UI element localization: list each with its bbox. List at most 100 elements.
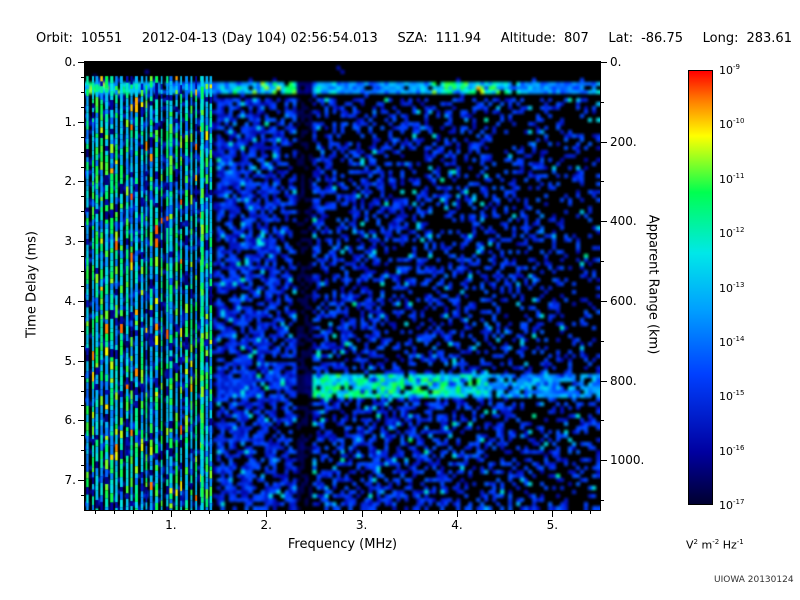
sza-value: 111.94 bbox=[435, 31, 482, 46]
y-tick-minor-right bbox=[601, 340, 604, 342]
x-tick-major bbox=[552, 511, 554, 517]
latitude-value: -86.75 bbox=[641, 31, 684, 46]
x-tick-minor bbox=[399, 511, 401, 514]
x-tick-label: 4. bbox=[451, 518, 463, 532]
x-tick-minor bbox=[94, 511, 96, 514]
x-tick-minor bbox=[476, 511, 478, 514]
x-tick-minor bbox=[533, 511, 535, 514]
y-tick-major-left bbox=[78, 300, 84, 302]
y-tick-minor-left bbox=[81, 106, 84, 108]
x-tick-minor bbox=[304, 511, 306, 514]
x-tick-minor bbox=[342, 511, 344, 514]
x-tick-major bbox=[361, 511, 363, 517]
header-info: Orbit: 10551 2012-04-13 (Day 104) 02:56:5… bbox=[36, 31, 792, 46]
colorbar-tick-label: 10-11 bbox=[719, 171, 745, 186]
y-tick-minor-left bbox=[81, 330, 84, 332]
y-tick-minor-left bbox=[81, 271, 84, 273]
colorbar bbox=[688, 70, 713, 505]
y-tick-minor-left bbox=[81, 136, 84, 138]
y-tick-minor-left bbox=[81, 405, 84, 407]
y-tick-minor-left bbox=[81, 435, 84, 437]
y-tick-minor-left bbox=[81, 76, 84, 78]
y-tick-label-left: 2. bbox=[64, 174, 76, 189]
y-tick-major-right bbox=[601, 380, 607, 382]
credit-text: UIOWA 20130124 bbox=[714, 575, 794, 585]
x-tick-label: 1. bbox=[165, 518, 177, 532]
y-tick-minor-left bbox=[81, 196, 84, 198]
y-tick-major-right bbox=[601, 460, 607, 462]
y-tick-minor-left bbox=[81, 465, 84, 467]
sza-field: SZA: 111.94 bbox=[397, 31, 481, 46]
colorbar-tick-label: 10-14 bbox=[719, 335, 745, 349]
x-tick-minor bbox=[323, 511, 325, 514]
x-tick-major bbox=[266, 511, 268, 517]
y-tick-major-right bbox=[601, 62, 607, 63]
y-tick-label-left: 1. bbox=[64, 114, 76, 129]
x-tick-major bbox=[170, 511, 172, 517]
y-tick-major-left bbox=[78, 62, 84, 63]
x-tick-minor bbox=[590, 511, 592, 514]
x-tick-label: 5. bbox=[546, 518, 559, 532]
y-axis-label-right: Apparent Range (km) bbox=[645, 214, 661, 355]
colorbar-tick-label: 10-9 bbox=[719, 63, 740, 77]
y-tick-minor-left bbox=[81, 450, 84, 452]
x-tick-minor bbox=[113, 511, 115, 514]
y-tick-minor-right bbox=[601, 420, 604, 422]
latitude-field: Lat: -86.75 bbox=[608, 31, 683, 46]
y-tick-minor-left bbox=[81, 151, 84, 153]
altitude-label: Altitude: bbox=[500, 31, 556, 46]
x-tick-minor bbox=[189, 511, 191, 514]
y-tick-minor-right bbox=[601, 500, 604, 502]
colorbar-tick-label: 10-10 bbox=[719, 117, 745, 132]
y-tick-minor-left bbox=[81, 390, 84, 392]
colorbar-tick-label: 10-16 bbox=[719, 443, 745, 458]
orbit-field: Orbit: 10551 bbox=[36, 31, 122, 46]
y-tick-minor-right bbox=[601, 261, 604, 263]
orbit-label: Orbit: bbox=[36, 31, 73, 46]
x-tick-minor bbox=[151, 511, 153, 514]
x-tick-minor bbox=[437, 511, 439, 514]
x-tick-minor bbox=[247, 511, 249, 514]
y-tick-major-left bbox=[78, 480, 84, 482]
x-tick-minor bbox=[208, 511, 210, 514]
y-tick-minor-left bbox=[81, 375, 84, 377]
y-tick-label-right: 600. bbox=[610, 293, 637, 308]
y-tick-label-left: 3. bbox=[64, 234, 76, 249]
y-tick-minor-right bbox=[601, 181, 604, 183]
x-tick-minor bbox=[514, 511, 516, 514]
x-tick-label: 3. bbox=[355, 518, 368, 532]
x-tick-label: 2. bbox=[260, 518, 272, 532]
y-tick-minor-left bbox=[81, 166, 84, 168]
y-tick-minor-left bbox=[81, 315, 84, 317]
y-tick-minor-left bbox=[81, 495, 84, 497]
y-tick-label-left: 4. bbox=[64, 293, 76, 308]
y-tick-label-right: 0. bbox=[610, 55, 622, 69]
altitude-value: 807 bbox=[563, 31, 589, 46]
colorbar-tick-label: 10-15 bbox=[719, 389, 745, 404]
y-tick-major-left bbox=[78, 420, 84, 422]
y-tick-major-left bbox=[78, 121, 84, 123]
y-tick-label-left: 7. bbox=[64, 473, 76, 488]
spectrogram-canvas bbox=[85, 62, 600, 510]
colorbar-tick-label: 10-13 bbox=[719, 280, 745, 295]
x-tick-minor bbox=[380, 511, 382, 514]
x-axis-label: Frequency (MHz) bbox=[287, 537, 398, 552]
longitude-value: 283.61 bbox=[746, 31, 792, 46]
y-tick-minor-left bbox=[81, 256, 84, 258]
y-tick-minor-left bbox=[81, 286, 84, 287]
y-tick-major-left bbox=[78, 241, 84, 243]
longitude-field: Long: 283.61 bbox=[703, 31, 792, 46]
longitude-label: Long: bbox=[702, 31, 739, 46]
y-tick-label-left: 0. bbox=[64, 55, 76, 69]
orbit-value: 10551 bbox=[80, 31, 123, 46]
x-tick-minor bbox=[495, 511, 497, 514]
x-tick-minor bbox=[418, 511, 420, 514]
y-tick-major-left bbox=[78, 181, 84, 183]
altitude-field: Altitude: 807 bbox=[501, 31, 589, 46]
y-tick-major-right bbox=[601, 300, 607, 302]
y-tick-label-right: 800. bbox=[610, 373, 637, 388]
x-tick-minor bbox=[285, 511, 287, 514]
colorbar-unit-label: V2 m-2 Hz-1 bbox=[686, 538, 744, 552]
latitude-label: Lat: bbox=[608, 31, 634, 46]
y-tick-minor-left bbox=[81, 226, 84, 228]
